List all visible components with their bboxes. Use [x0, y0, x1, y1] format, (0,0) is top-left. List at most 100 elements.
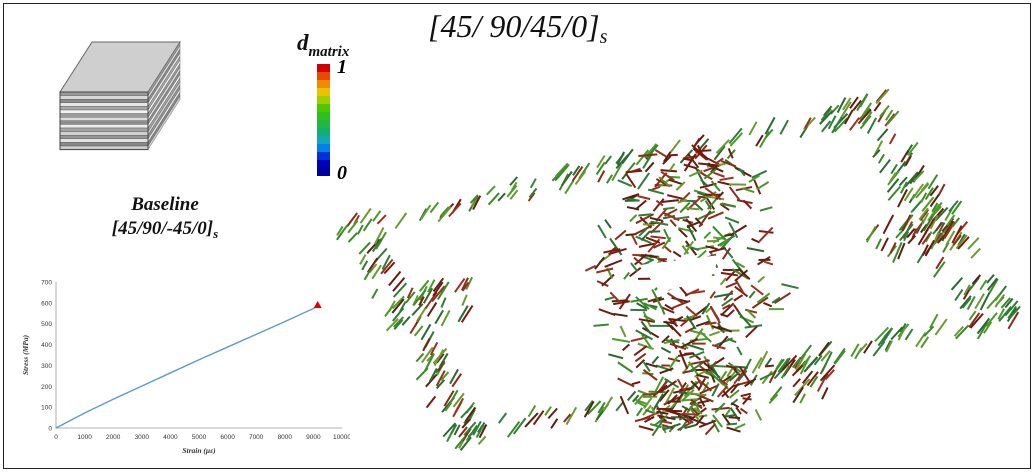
mesh-element	[506, 421, 521, 438]
mesh-element	[635, 213, 655, 225]
mesh-element	[1000, 297, 1011, 309]
baseline-label: Baseline [45/90/-45/0]s	[80, 193, 250, 246]
mesh-element	[744, 377, 757, 388]
mesh-element	[463, 421, 477, 436]
mesh-element	[384, 306, 393, 317]
mesh-element	[636, 407, 644, 417]
mesh-element	[437, 281, 450, 300]
mesh-element	[472, 195, 482, 211]
mesh-element	[819, 364, 836, 382]
mesh-element	[617, 179, 633, 188]
mesh-element	[664, 303, 674, 311]
mesh-element	[739, 366, 751, 383]
ply-front	[59, 95, 149, 100]
mesh-element	[742, 394, 752, 405]
mesh-element	[880, 327, 894, 345]
mesh-element	[662, 424, 674, 430]
mesh-element	[449, 389, 459, 403]
mesh-element	[734, 285, 749, 298]
mesh-element	[929, 313, 939, 329]
mesh-element	[759, 206, 773, 212]
mesh-element	[813, 354, 823, 366]
mesh-element	[704, 321, 717, 326]
mesh-element	[879, 158, 891, 174]
mesh-element	[935, 221, 943, 232]
x-tick-label: 2000	[106, 434, 121, 441]
mesh-element	[628, 267, 642, 278]
mesh-element	[544, 406, 552, 416]
mesh-element	[432, 281, 444, 297]
mesh-element	[617, 361, 634, 374]
mesh-element	[654, 376, 665, 393]
mesh-element	[714, 402, 726, 414]
mesh-element	[385, 317, 399, 332]
ply-front	[59, 120, 149, 125]
mesh-element	[691, 359, 710, 365]
y-axis-label: Stress (MPa)	[21, 334, 30, 375]
mesh-element	[821, 351, 833, 372]
y-tick-label: 500	[41, 321, 52, 328]
mesh-element	[742, 199, 753, 210]
mesh-element	[347, 232, 359, 243]
y-tick-label: 200	[41, 384, 52, 391]
mesh-element	[634, 199, 647, 211]
mesh-element	[967, 237, 980, 250]
mesh-element	[923, 325, 935, 337]
mesh-element	[687, 153, 700, 169]
mesh-element	[824, 369, 835, 381]
mesh-element	[664, 246, 672, 253]
mesh-element	[667, 394, 678, 405]
mesh-element	[415, 352, 425, 363]
mesh-element	[678, 228, 688, 238]
mesh-element	[941, 220, 955, 240]
baseline-layup: [45/90/-45/0]s	[111, 218, 219, 241]
mesh-element	[728, 416, 741, 420]
mesh-element	[440, 371, 450, 381]
mesh-element	[876, 128, 889, 142]
mesh-element	[722, 390, 730, 399]
mesh-element	[712, 225, 727, 241]
ply-front	[59, 145, 149, 150]
stress-strain-chart: 0 1000 2000 3000 4000 5000 6000 7000 8000 9000 100…	[14, 270, 351, 460]
mesh-element	[699, 384, 718, 395]
mesh-element	[641, 254, 658, 258]
mesh-element	[638, 318, 656, 323]
mesh-element	[622, 193, 640, 201]
mesh-element	[604, 259, 623, 268]
mesh-element	[983, 321, 993, 334]
mesh-element	[931, 202, 939, 213]
mesh-element	[948, 200, 959, 213]
mesh-element	[713, 145, 726, 161]
mesh-element	[724, 216, 740, 224]
mesh-element	[642, 311, 652, 328]
mesh-element	[804, 117, 812, 129]
x-tick-label: 6000	[220, 434, 235, 441]
mesh-element	[792, 378, 802, 388]
mesh-element	[921, 196, 935, 212]
y-tick-label: 300	[41, 363, 52, 370]
mesh-element	[955, 324, 970, 340]
mesh-element	[497, 192, 506, 202]
baseline-name: Baseline	[131, 194, 199, 215]
mesh-element	[661, 236, 672, 250]
mesh-element	[452, 401, 463, 418]
mesh-element	[1008, 305, 1021, 319]
mesh-element	[875, 88, 890, 105]
mesh-element	[652, 393, 664, 412]
mesh-element	[532, 410, 545, 426]
mesh-element	[780, 365, 791, 379]
mesh-element	[637, 172, 650, 190]
mesh-element	[645, 236, 661, 244]
mesh-element	[737, 267, 751, 281]
mesh-element	[638, 213, 652, 217]
stress-strain-line	[55, 305, 318, 429]
mesh-element	[976, 322, 989, 340]
mesh-element	[710, 364, 720, 379]
mesh-element	[432, 277, 445, 292]
mesh-element	[725, 364, 737, 370]
data-point	[169, 372, 171, 374]
mesh-element	[946, 214, 956, 226]
mesh-element	[728, 186, 741, 201]
stack-outline	[59, 91, 149, 151]
mesh-element	[849, 96, 859, 109]
